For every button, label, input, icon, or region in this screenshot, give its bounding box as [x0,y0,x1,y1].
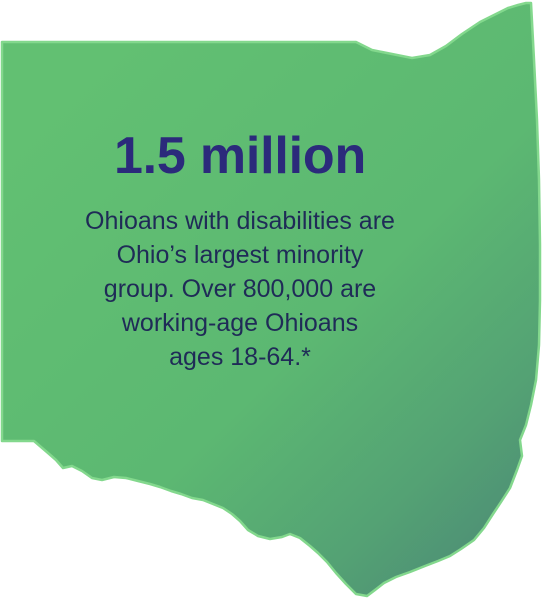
statistic-description-line-1: Ohioans with disabilities are [85,207,395,235]
statistic-description-line-2: Ohio’s largest minority [116,241,364,269]
statistic-description-line-5: ages 18-64.* [169,343,311,371]
disability-statistic: 1.5 million Ohioans with disabilities ar… [0,127,480,374]
statistic-description-line-3: group. Over 800,000 are [103,275,377,303]
statistic-description: Ohioans with disabilities are Ohio’s lar… [0,204,480,374]
statistic-headline: 1.5 million [113,127,367,185]
statistic-description-line-4: working-age Ohioans [121,309,359,337]
